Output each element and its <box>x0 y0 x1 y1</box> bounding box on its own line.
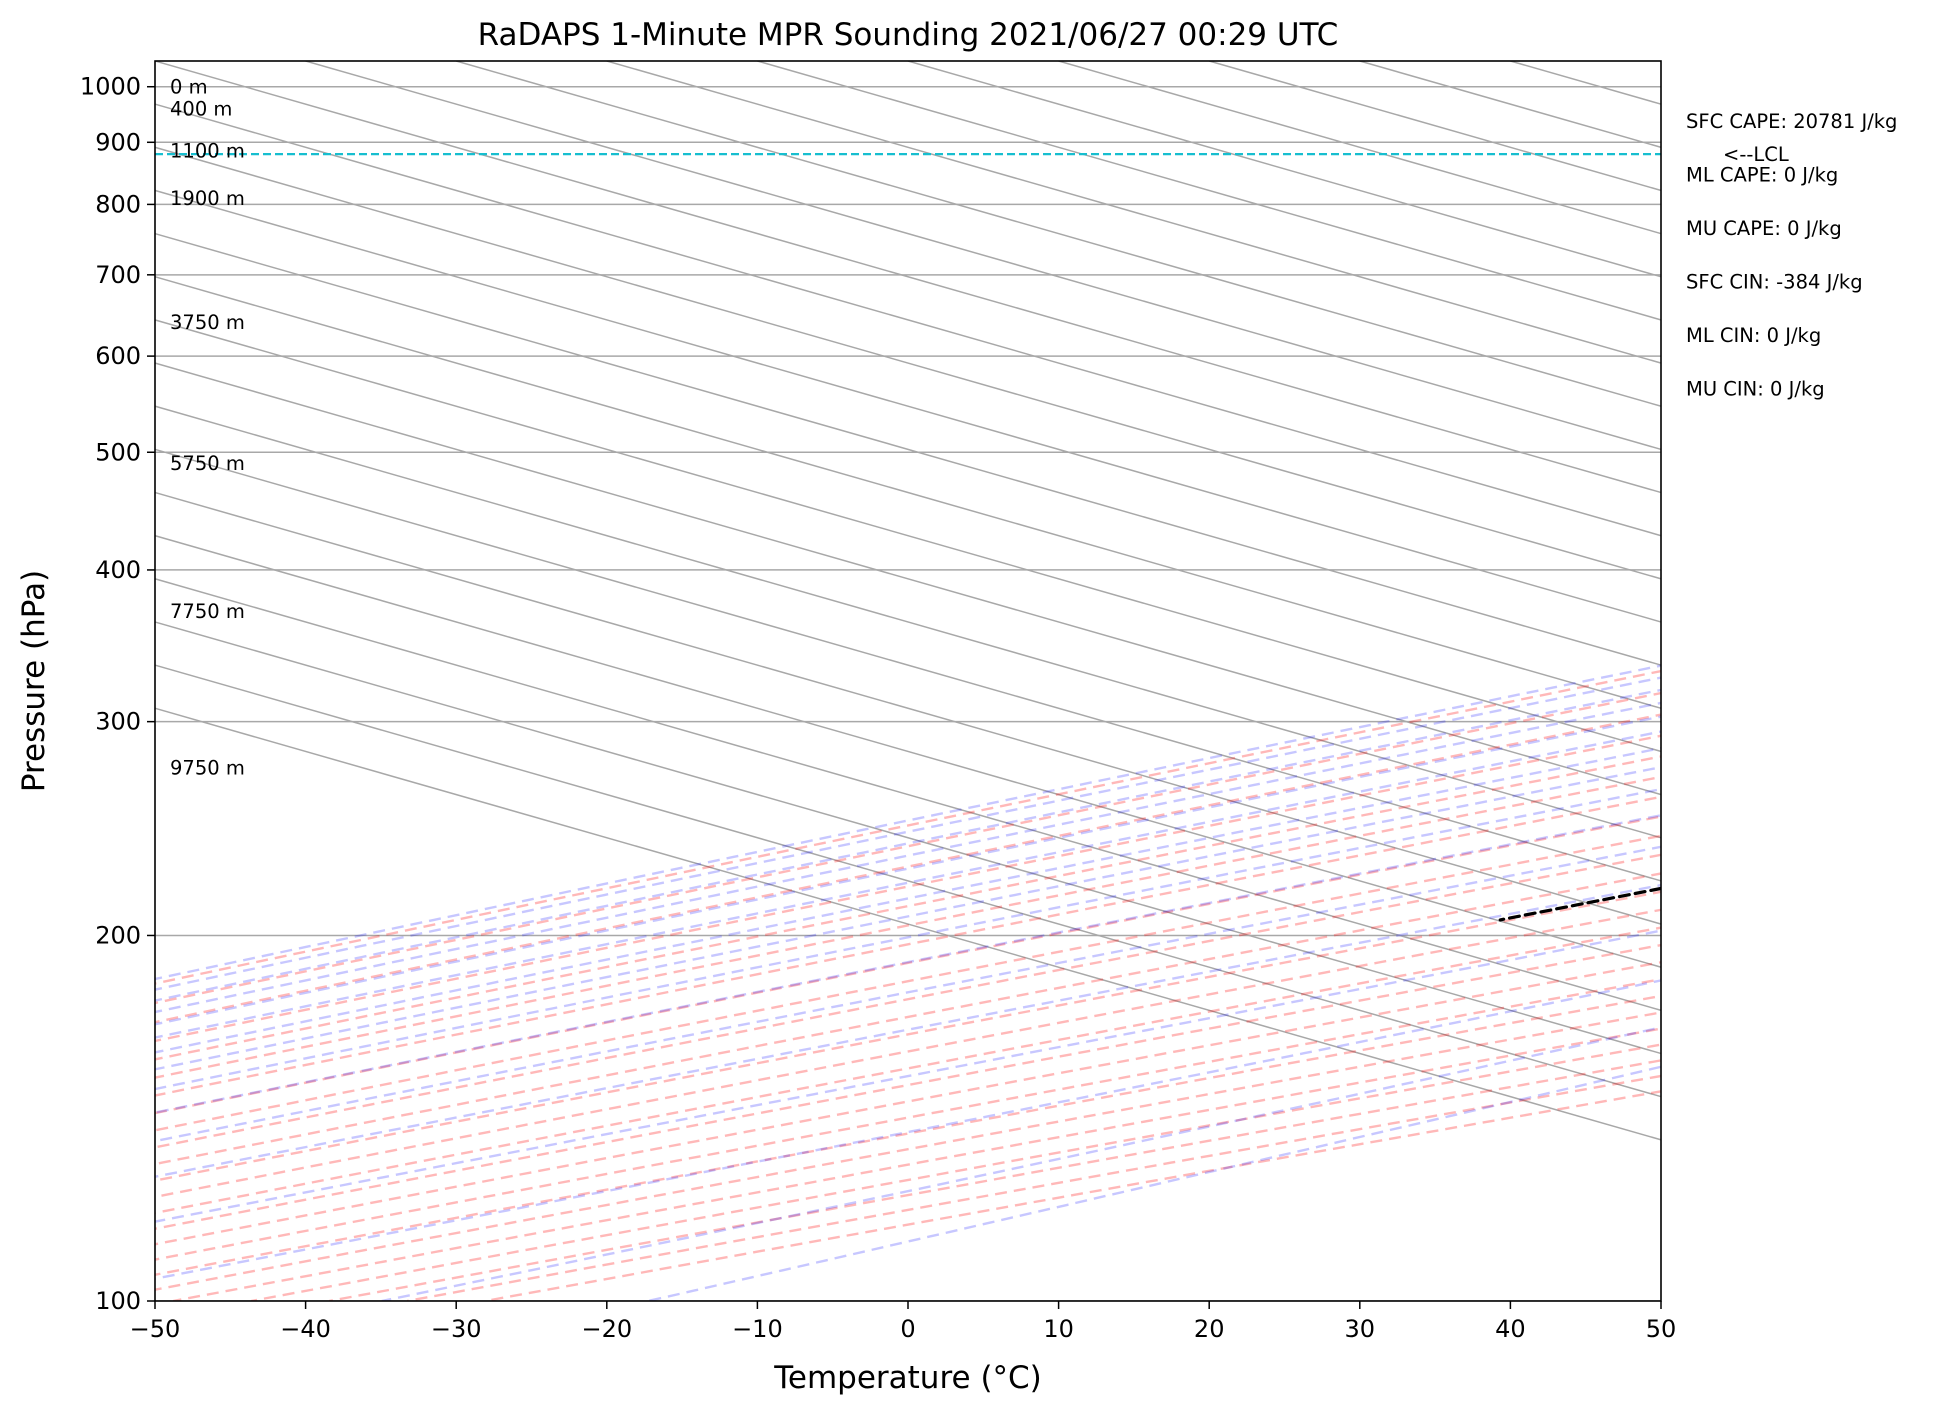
height-label: 5750 m <box>170 452 245 475</box>
y-tick-label: 400 <box>95 556 141 584</box>
isotherm-line <box>155 189 1661 623</box>
isotherm-line <box>155 664 1661 1098</box>
isotherm-line <box>305 61 1661 451</box>
moist-adiabat-line <box>155 701 1661 1014</box>
isotherm-line <box>155 146 1661 580</box>
isotherm-line <box>907 61 1661 278</box>
y-tick-label: 600 <box>95 342 141 370</box>
isotherm-line <box>155 405 1661 839</box>
x-tick-label: 0 <box>900 1315 915 1343</box>
index-label: ML CIN: 0 J/kg <box>1686 324 1821 347</box>
x-tick-label: 20 <box>1194 1315 1225 1343</box>
lcl-label: <--LCL <box>1723 143 1789 166</box>
height-label: 400 m <box>170 97 232 120</box>
x-tick-label: −40 <box>280 1315 331 1343</box>
y-tick-label: 100 <box>95 1287 141 1315</box>
height-label: 9750 m <box>170 757 245 780</box>
x-tick-label: −30 <box>431 1315 482 1343</box>
isotherm-line <box>155 707 1661 1141</box>
isotherm-line <box>155 319 1661 753</box>
isotherm-line <box>155 61 1661 494</box>
isotherm-line <box>155 232 1661 666</box>
y-tick-label: 500 <box>95 438 141 466</box>
height-label: 7750 m <box>170 600 245 623</box>
dry-adiabat-line <box>155 669 1661 985</box>
x-tick-label: −10 <box>732 1315 783 1343</box>
isotherm-line <box>606 61 1661 364</box>
y-tick-label: 900 <box>95 128 141 156</box>
y-axis-label: Pressure (hPa) <box>16 570 52 792</box>
height-label: 1100 m <box>170 140 245 163</box>
isotherm-line <box>155 491 1661 925</box>
isotherm-line <box>155 275 1661 710</box>
x-tick-label: −20 <box>581 1315 632 1343</box>
isotherm-line <box>155 534 1661 968</box>
chart-title: RaDAPS 1-Minute MPR Sounding 2021/06/27 … <box>478 17 1339 53</box>
moist-adiabat-line <box>155 730 1661 1039</box>
x-axis-label: Temperature (°C) <box>773 1360 1042 1396</box>
isotherm-line <box>155 578 1661 1012</box>
x-tick-label: −50 <box>130 1315 181 1343</box>
isotherm-line <box>455 61 1661 407</box>
isotherm-line <box>757 61 1661 321</box>
dry-adiabat-line <box>155 775 1661 1079</box>
index-label: MU CAPE: 0 J/kg <box>1686 217 1842 240</box>
x-tick-label: 30 <box>1345 1315 1376 1343</box>
y-tick-label: 200 <box>95 921 141 949</box>
y-tick-label: 800 <box>95 190 141 218</box>
index-label: SFC CIN: -384 J/kg <box>1686 271 1863 294</box>
index-label: ML CAPE: 0 J/kg <box>1686 164 1838 187</box>
y-tick-label: 300 <box>95 708 141 736</box>
x-tick-label: 10 <box>1043 1315 1074 1343</box>
isotherm-line <box>155 448 1661 882</box>
y-tick-label: 700 <box>95 261 141 289</box>
x-tick-label: 40 <box>1495 1315 1526 1343</box>
index-label: SFC CAPE: 20781 J/kg <box>1686 110 1897 133</box>
isotherm-line <box>155 103 1661 537</box>
dry-adiabat-line <box>155 755 1661 1061</box>
index-label: MU CIN: 0 J/kg <box>1686 378 1825 401</box>
x-tick-label: 50 <box>1646 1315 1677 1343</box>
dry-adiabat-line <box>155 713 1661 1024</box>
isotherm-line <box>155 621 1661 1055</box>
height-label: 1900 m <box>170 187 245 210</box>
height-label: 0 m <box>170 76 208 99</box>
y-tick-label: 1000 <box>80 73 141 101</box>
height-label: 3750 m <box>170 311 245 334</box>
isotherm-line <box>155 362 1661 796</box>
